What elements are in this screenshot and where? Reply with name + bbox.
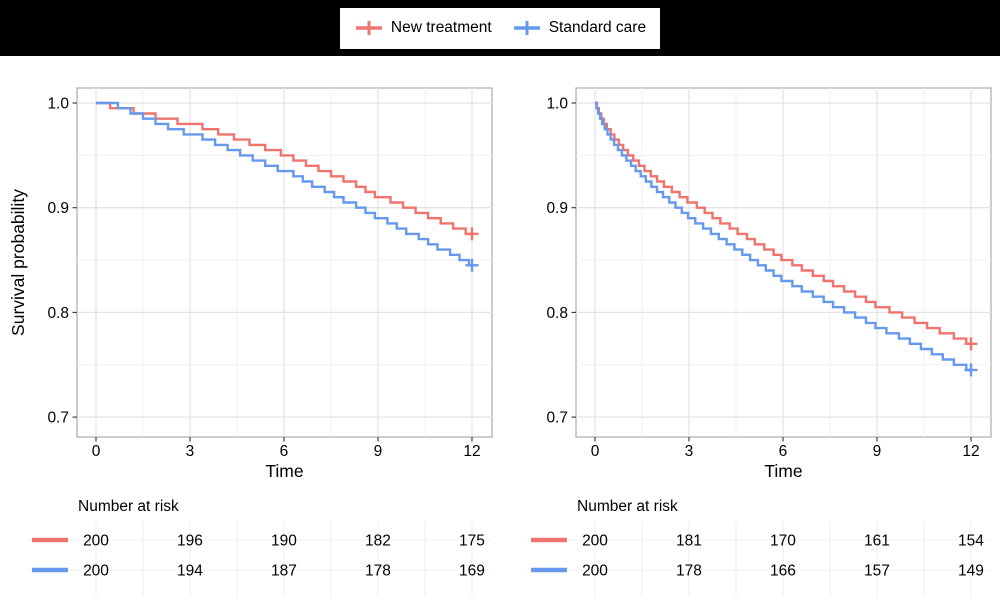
risk-count: 175	[459, 533, 485, 550]
y-tick-label: 0.9	[546, 200, 568, 217]
legend-label: Standard care	[548, 19, 647, 36]
risk-count: 154	[958, 533, 984, 550]
y-tick-label: 0.7	[546, 410, 568, 427]
risk-count: 200	[83, 533, 109, 550]
x-axis-title: Time	[764, 461, 802, 481]
x-tick-label: 6	[779, 443, 788, 460]
x-tick-label: 0	[591, 443, 600, 460]
legend-item-standard-care: Standard care	[512, 19, 646, 37]
y-tick-label: 0.7	[47, 410, 69, 427]
risk-table-grid	[526, 521, 991, 597]
risk-table-grid	[27, 521, 492, 597]
censor-plus-icon	[513, 21, 540, 35]
survival-curve-new-treatment	[595, 101, 971, 345]
y-tick-label: 1.0	[546, 96, 568, 113]
header-bar: New treatment Standard care	[0, 0, 1000, 56]
risk-count: 166	[770, 563, 796, 580]
risk-table-title: Number at risk	[577, 498, 678, 515]
x-tick-label: 0	[92, 443, 101, 460]
x-axis-title: Time	[265, 461, 303, 481]
censor-plus-mark	[964, 337, 978, 351]
y-tick-label: 1.0	[47, 96, 69, 113]
x-tick-label: 3	[186, 443, 195, 460]
risk-count: 157	[864, 563, 890, 580]
legend-label: New treatment	[390, 19, 492, 36]
x-tick-label: 12	[962, 443, 979, 460]
survival-panel-left: 0 3 6 9 12 1.0 0.9 0.8 0.7 Time	[47, 87, 493, 481]
risk-count: 182	[365, 533, 391, 550]
axis-ticks	[571, 102, 972, 442]
risk-table-right: Number at risk 200 181 170 161 154 200 178 166 15…	[526, 498, 991, 597]
risk-table-title: Number at risk	[78, 498, 179, 515]
risk-count: 161	[864, 533, 890, 550]
survival-curve-standard-care	[96, 101, 472, 267]
legend-item-new-treatment: New treatment	[354, 19, 492, 37]
y-tick-label: 0.8	[546, 305, 568, 322]
risk-count: 190	[271, 533, 297, 550]
legend: New treatment Standard care	[339, 7, 661, 49]
risk-count: 178	[365, 563, 391, 580]
risk-count: 169	[459, 563, 485, 580]
risk-count: 196	[177, 533, 203, 550]
risk-count: 200	[83, 563, 109, 580]
axis-ticks	[72, 102, 473, 442]
survival-curve-standard-care	[595, 101, 971, 372]
y-tick-label: 0.8	[47, 305, 69, 322]
risk-count: 149	[958, 563, 984, 580]
y-axis-title: Survival probability	[8, 189, 28, 336]
x-tick-label: 3	[685, 443, 694, 460]
x-tick-label: 9	[374, 443, 383, 460]
risk-count: 187	[271, 563, 297, 580]
risk-count: 200	[582, 533, 608, 550]
censor-plus-icon	[355, 21, 382, 35]
risk-count: 178	[676, 563, 702, 580]
risk-table-left: Number at risk 200 196 190 182 175 200 194 187 17…	[27, 498, 492, 597]
x-tick-label: 12	[463, 443, 480, 460]
survival-panel-right: 0 3 6 9 12 1.0 0.9 0.8 0.7 Time	[546, 87, 992, 481]
survival-curve-new-treatment	[96, 101, 472, 236]
risk-count: 200	[582, 563, 608, 580]
grid-major	[77, 88, 492, 437]
y-tick-label: 0.9	[47, 200, 69, 217]
censor-plus-mark	[465, 227, 479, 241]
censor-plus-mark	[465, 258, 479, 272]
grid-major	[576, 88, 991, 437]
x-tick-label: 6	[280, 443, 289, 460]
risk-count: 170	[770, 533, 796, 550]
risk-count: 194	[177, 563, 203, 580]
risk-count: 181	[676, 533, 702, 550]
x-tick-label: 9	[873, 443, 882, 460]
censor-plus-mark	[964, 363, 978, 377]
